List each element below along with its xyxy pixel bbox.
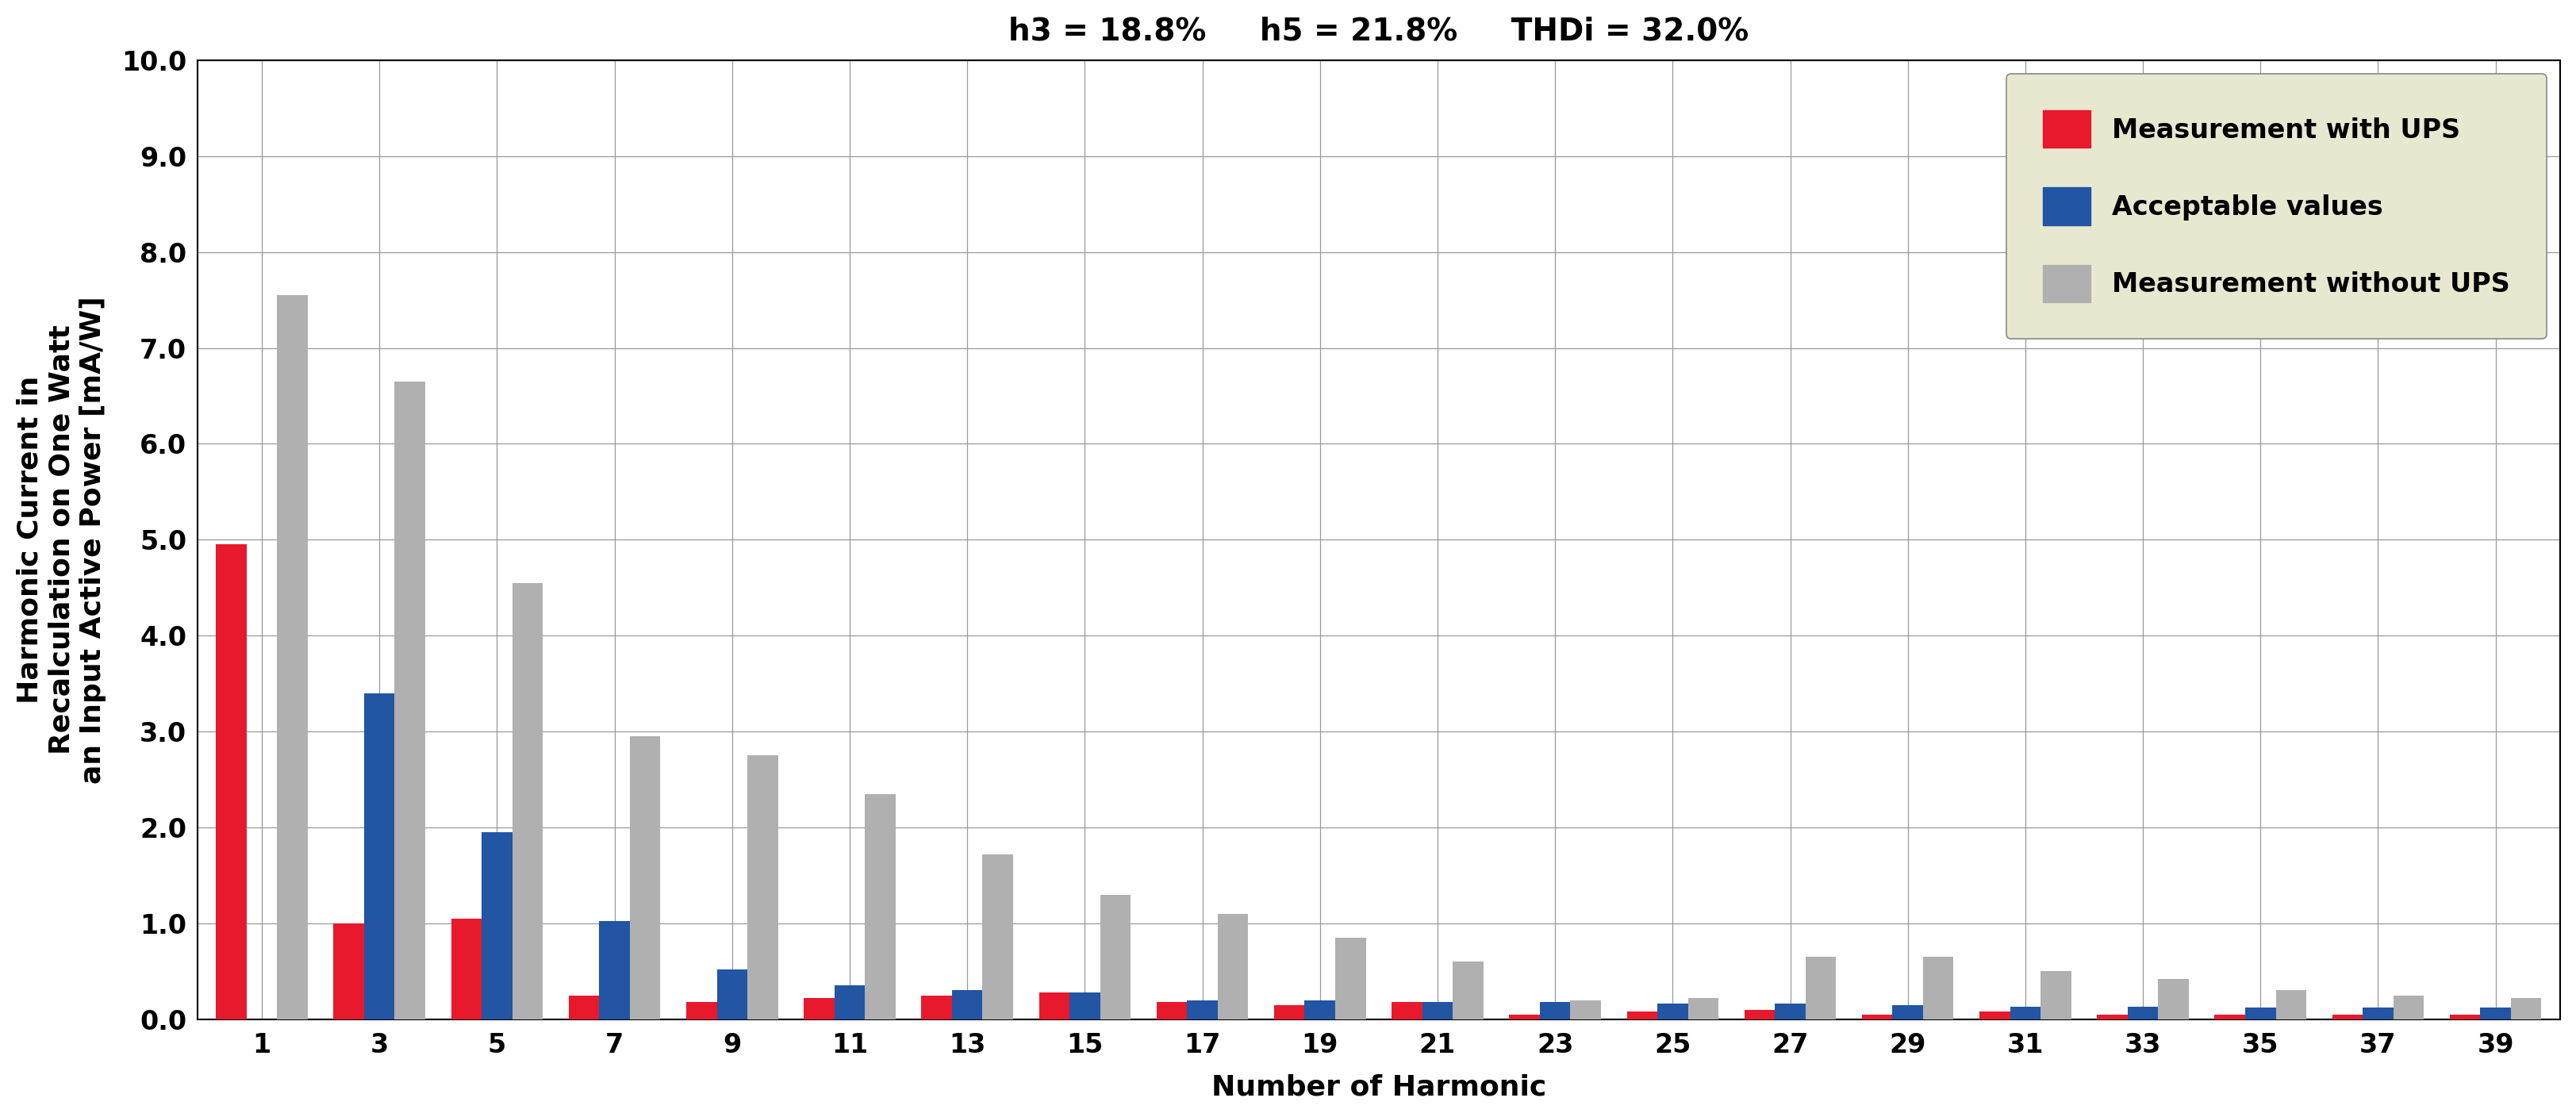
Bar xyxy=(600,922,629,1019)
Bar xyxy=(835,985,866,1019)
Bar xyxy=(363,694,394,1019)
Bar xyxy=(1100,895,1131,1019)
Bar xyxy=(332,924,363,1019)
Bar xyxy=(2213,1014,2244,1019)
Bar xyxy=(1273,1005,1303,1019)
Bar xyxy=(716,970,747,1019)
Bar xyxy=(2509,999,2540,1019)
Title: h3 = 18.8%     h5 = 21.8%     THDi = 32.0%: h3 = 18.8% h5 = 21.8% THDi = 32.0% xyxy=(1007,17,1749,47)
Bar xyxy=(866,794,896,1019)
Bar xyxy=(2128,1006,2159,1019)
Bar xyxy=(451,918,482,1019)
Bar xyxy=(1218,914,1247,1019)
Bar xyxy=(482,832,513,1019)
Legend: Measurement with UPS, Acceptable values, Measurement without UPS: Measurement with UPS, Acceptable values,… xyxy=(2007,74,2545,340)
Bar xyxy=(1569,1000,1600,1019)
Bar xyxy=(1422,1002,1453,1019)
Bar xyxy=(2244,1008,2275,1019)
Bar xyxy=(1656,1004,1687,1019)
Bar xyxy=(1687,999,1718,1019)
Bar xyxy=(2097,1014,2128,1019)
Bar xyxy=(1038,992,1069,1019)
Bar xyxy=(2331,1014,2362,1019)
Y-axis label: Harmonic Current in
Recalculation on One Watt
an Input Active Power [mA/W]: Harmonic Current in Recalculation on One… xyxy=(15,296,106,783)
Bar xyxy=(2393,995,2424,1019)
Bar xyxy=(1188,1000,1218,1019)
Bar xyxy=(1334,937,1365,1019)
Bar xyxy=(513,583,544,1019)
Bar xyxy=(1303,1000,1334,1019)
Bar xyxy=(1540,1002,1569,1019)
Bar xyxy=(1069,992,1100,1019)
Bar xyxy=(2362,1008,2393,1019)
Bar xyxy=(981,855,1012,1019)
Bar xyxy=(569,995,600,1019)
Bar xyxy=(1453,962,1484,1019)
X-axis label: Number of Harmonic: Number of Harmonic xyxy=(1211,1073,1546,1100)
Bar xyxy=(2040,972,2071,1019)
Bar xyxy=(1806,957,1837,1019)
Bar xyxy=(2159,978,2187,1019)
Bar xyxy=(1625,1012,1656,1019)
Bar xyxy=(1922,957,1953,1019)
Bar xyxy=(2481,1008,2509,1019)
Bar xyxy=(278,295,307,1019)
Bar xyxy=(2275,991,2306,1019)
Bar xyxy=(1775,1004,1806,1019)
Bar xyxy=(1744,1010,1775,1019)
Bar xyxy=(1391,1002,1422,1019)
Bar xyxy=(922,995,951,1019)
Bar xyxy=(685,1002,716,1019)
Bar xyxy=(629,736,659,1019)
Bar xyxy=(1891,1005,1922,1019)
Bar xyxy=(216,544,247,1019)
Bar xyxy=(1978,1012,2009,1019)
Bar xyxy=(1157,1002,1188,1019)
Bar xyxy=(1862,1014,1891,1019)
Bar xyxy=(951,991,981,1019)
Bar xyxy=(1510,1014,1540,1019)
Bar xyxy=(394,381,425,1019)
Bar xyxy=(2450,1014,2481,1019)
Bar xyxy=(804,999,835,1019)
Bar xyxy=(2009,1006,2040,1019)
Bar xyxy=(747,755,778,1019)
